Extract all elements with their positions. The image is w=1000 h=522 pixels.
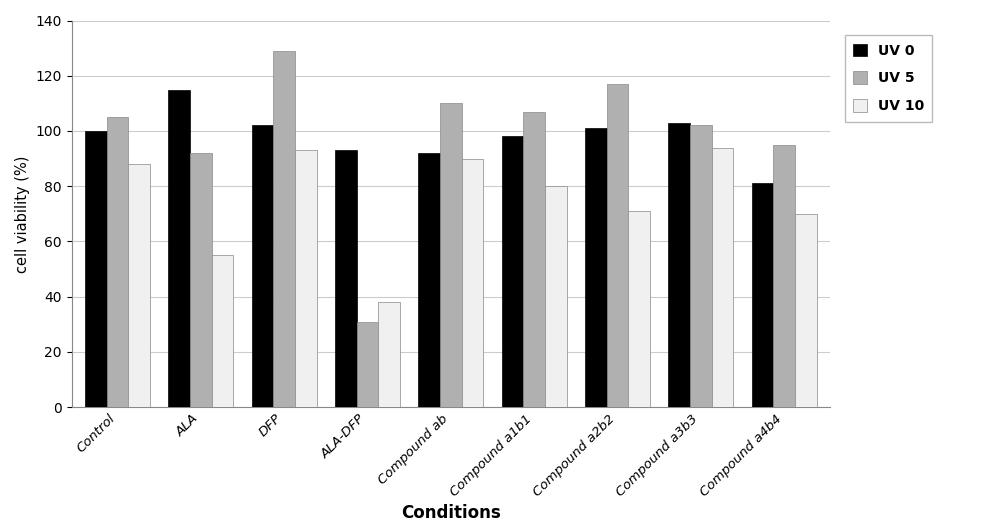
- Bar: [107, 117, 128, 407]
- Bar: [190, 153, 212, 407]
- Bar: [628, 211, 650, 407]
- Y-axis label: cell viability (%): cell viability (%): [15, 155, 30, 272]
- Bar: [773, 145, 795, 407]
- Legend: UV 0, UV 5, UV 10: UV 0, UV 5, UV 10: [845, 35, 932, 122]
- Bar: [378, 302, 400, 407]
- Bar: [585, 128, 607, 407]
- Bar: [252, 125, 273, 407]
- Bar: [128, 164, 150, 407]
- Bar: [295, 150, 317, 407]
- Bar: [85, 131, 107, 407]
- Bar: [752, 183, 773, 407]
- Bar: [462, 159, 483, 407]
- Bar: [335, 150, 357, 407]
- Bar: [168, 90, 190, 407]
- Bar: [795, 214, 817, 407]
- Bar: [690, 125, 712, 407]
- Bar: [523, 112, 545, 407]
- Bar: [668, 123, 690, 407]
- Bar: [418, 153, 440, 407]
- Bar: [607, 84, 628, 407]
- Bar: [212, 255, 233, 407]
- Bar: [440, 103, 462, 407]
- Bar: [357, 322, 378, 407]
- Bar: [545, 186, 567, 407]
- Bar: [273, 51, 295, 407]
- Bar: [712, 148, 733, 407]
- X-axis label: Conditions: Conditions: [401, 504, 501, 522]
- Bar: [502, 136, 523, 407]
